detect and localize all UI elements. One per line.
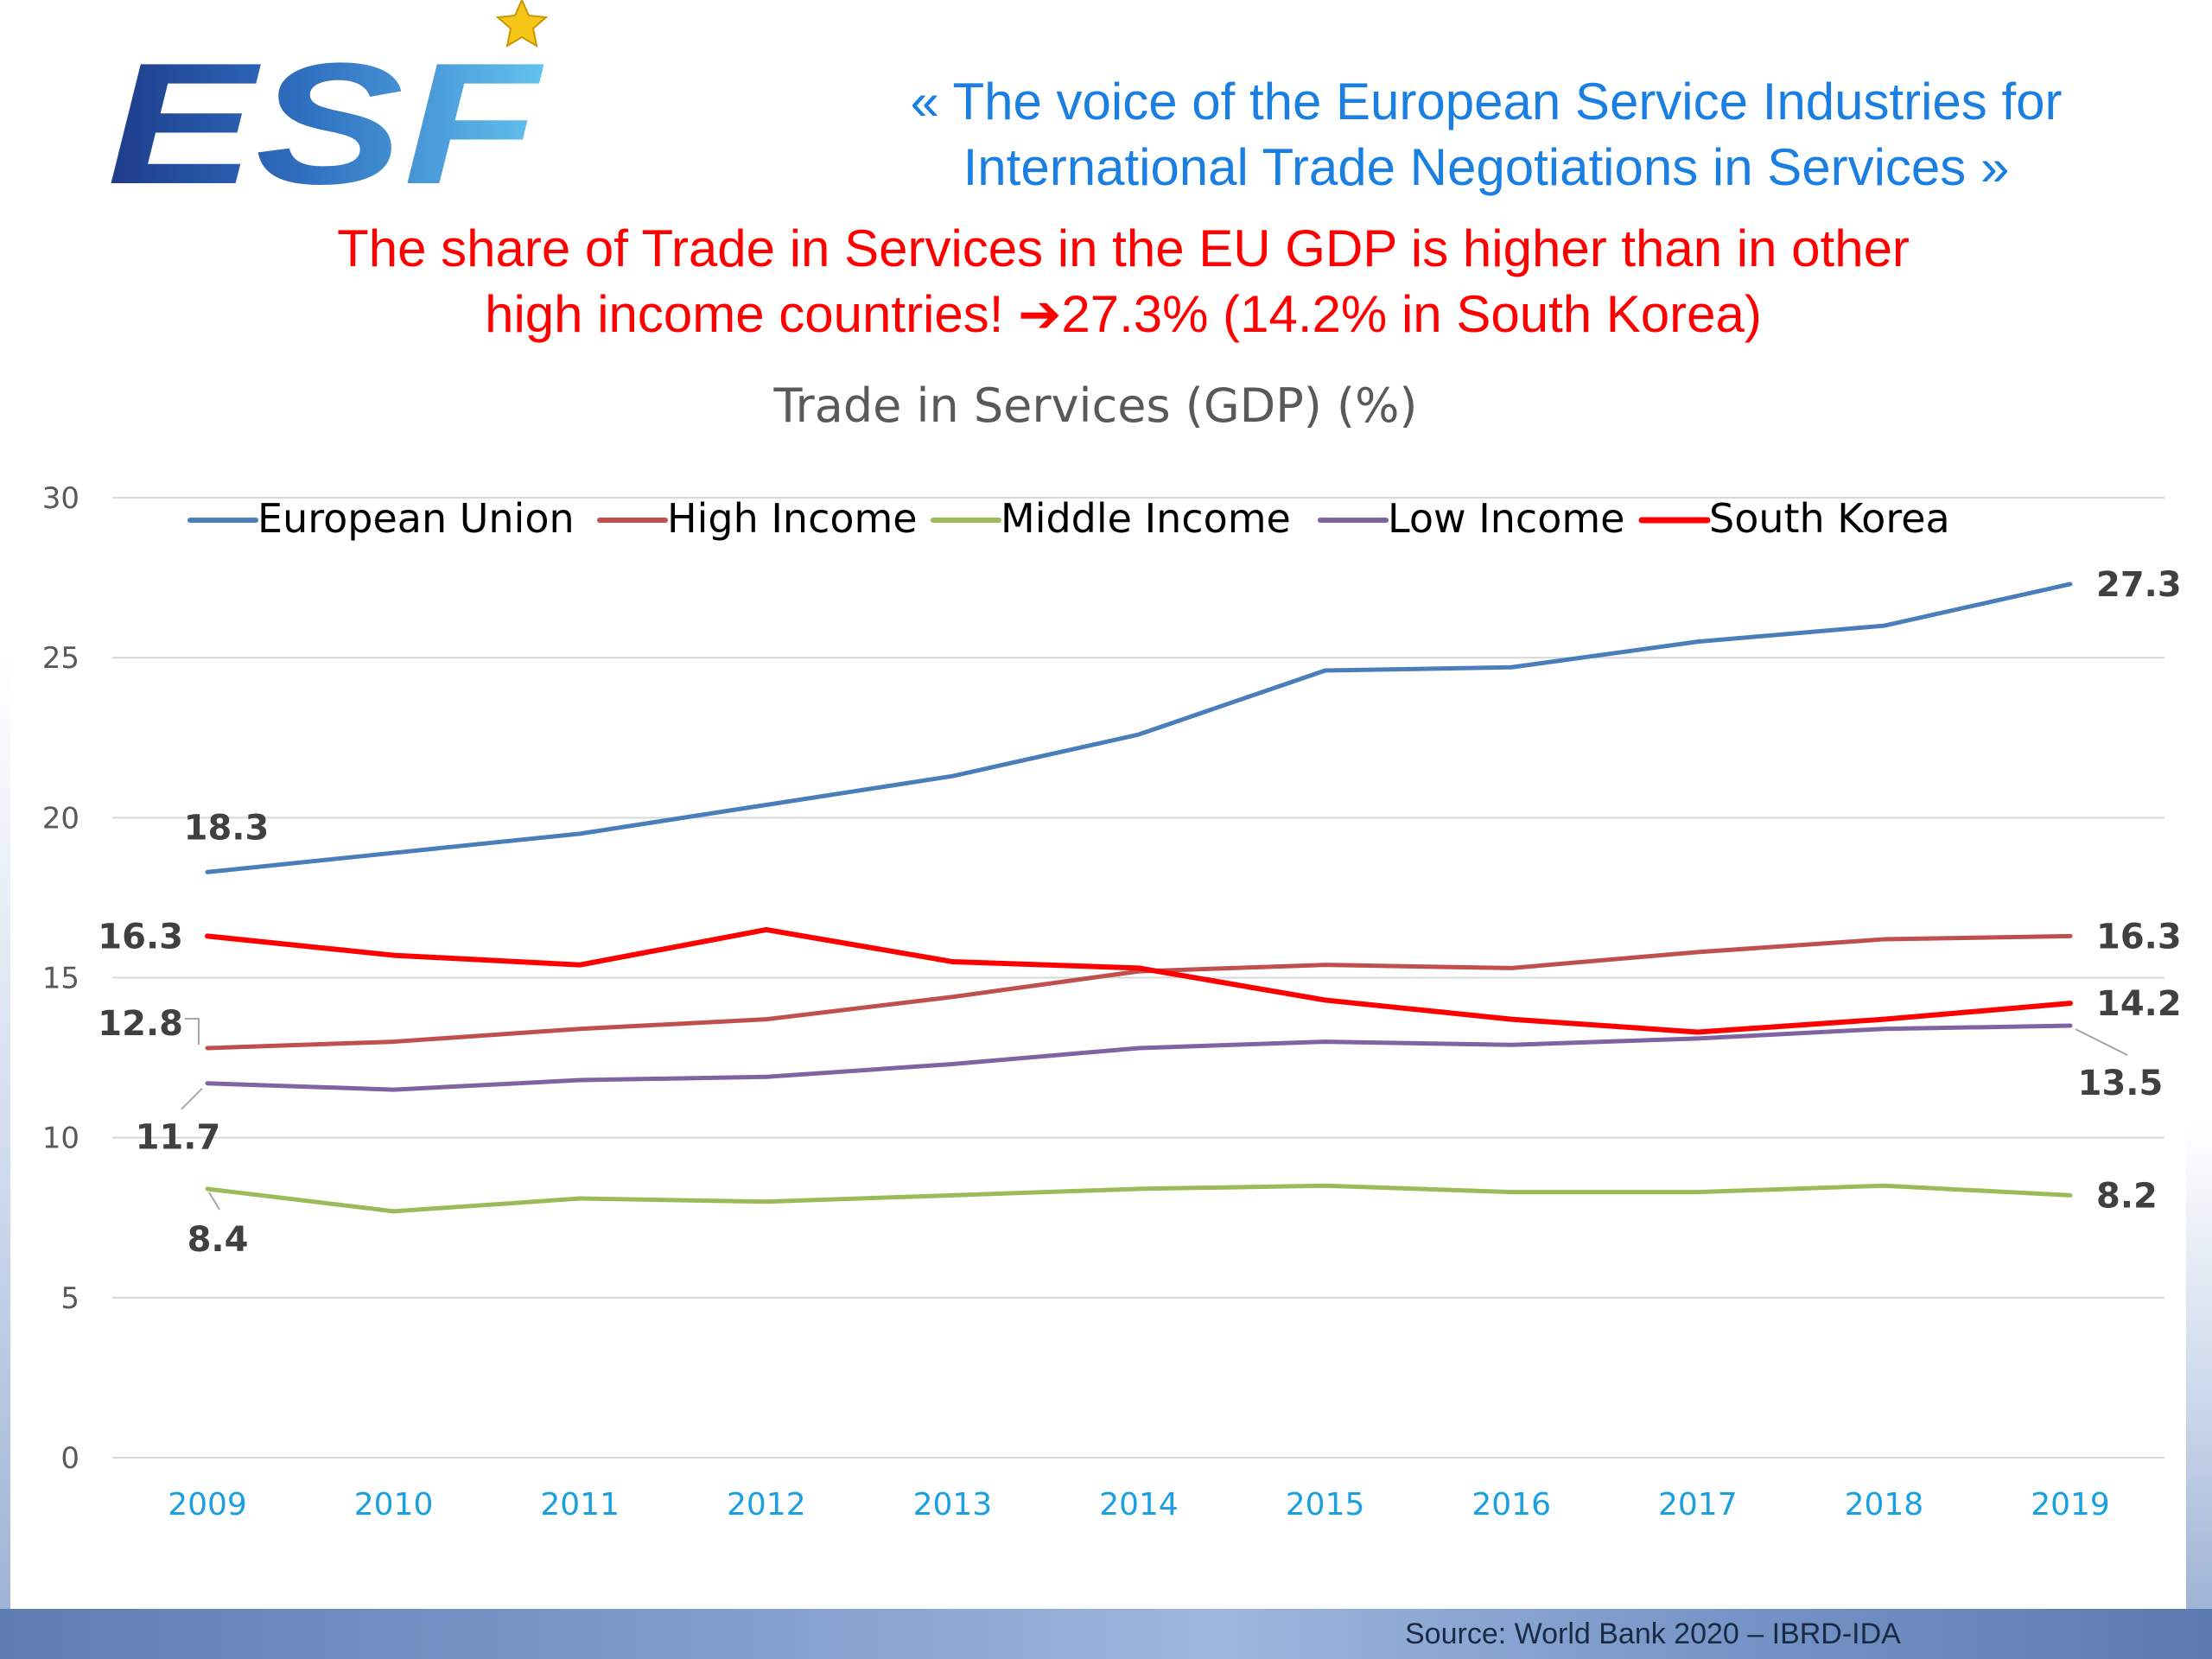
y-tick-label: 20 (42, 801, 79, 836)
chart-title: Trade in Services (GDP) (%) (772, 378, 1417, 433)
y-tick-label: 0 (60, 1441, 79, 1476)
data-label: 13.5 (2078, 1064, 2164, 1103)
x-tick-label: 2018 (1845, 1487, 1924, 1522)
tagline: « The voice of the European Service Indu… (910, 73, 2063, 196)
x-tick-label: 2015 (1286, 1487, 1365, 1522)
series-line-european-union (205, 582, 2073, 874)
data-label: 11.7 (136, 1118, 221, 1158)
data-label: 27.3 (2096, 565, 2182, 605)
y-tick-label: 30 (42, 481, 79, 516)
x-tick-label: 2016 (1471, 1487, 1551, 1522)
background-right-edge (2186, 1123, 2212, 1609)
y-tick-label: 10 (42, 1122, 79, 1156)
series-line-low-income (205, 1023, 2073, 1092)
esf-logo: ESF (107, 0, 549, 199)
y-tick-label: 25 (42, 641, 79, 676)
star-icon (495, 0, 549, 48)
series-line-high-income (205, 933, 2073, 1051)
x-tick-label: 2010 (354, 1487, 434, 1522)
leader-line (2075, 1028, 2128, 1056)
background-left-edge (0, 657, 10, 1609)
legend-label-european-union: European Union (257, 495, 575, 542)
x-tick-label: 2011 (540, 1487, 620, 1522)
leader-line (208, 1192, 220, 1211)
x-tick-label: 2017 (1658, 1487, 1738, 1522)
data-label: 8.2 (2096, 1176, 2158, 1216)
footer-band (0, 1609, 2212, 1659)
legend-label-low-income: Low Income (1388, 495, 1624, 542)
line-chart: Trade in Services (GDP) (%) 0 5 10 15 20 25 30… (42, 378, 2182, 1522)
data-label: 14.2 (2096, 984, 2182, 1024)
series-line-south-korea (205, 926, 2073, 1035)
source-note: Source: World Bank 2020 – IBRD-IDA (1405, 1618, 1901, 1650)
leader-line (185, 1017, 200, 1045)
legend-label-south-korea: South Korea (1709, 495, 1950, 542)
y-tick-label: 5 (60, 1281, 79, 1316)
logo-text: ESF (107, 28, 544, 199)
headline-line-1: The share of Trade in Services in the EU… (337, 219, 1910, 277)
x-tick-label: 2012 (727, 1487, 806, 1522)
headline: The share of Trade in Services in the EU… (130, 216, 2117, 347)
x-tick-label: 2014 (1099, 1487, 1179, 1522)
legend-label-high-income: High Income (667, 495, 918, 542)
headline-line-2: high income countries! ➔27.3% (14.2% in … (485, 285, 1762, 343)
x-tick-label: 2019 (2031, 1487, 2110, 1522)
data-label: 12.8 (98, 1004, 183, 1044)
y-tick-label: 15 (42, 962, 79, 996)
x-tick-label: 2009 (168, 1487, 247, 1522)
data-label: 8.4 (188, 1220, 249, 1260)
x-tick-label: 2013 (913, 1487, 993, 1522)
legend-label-middle-income: Middle Income (1001, 495, 1291, 542)
data-label: 16.3 (2096, 917, 2182, 957)
data-label: 18.3 (184, 808, 270, 848)
leader-line (181, 1088, 203, 1110)
series-line-middle-income (205, 1183, 2073, 1214)
data-label: 16.3 (98, 917, 183, 957)
